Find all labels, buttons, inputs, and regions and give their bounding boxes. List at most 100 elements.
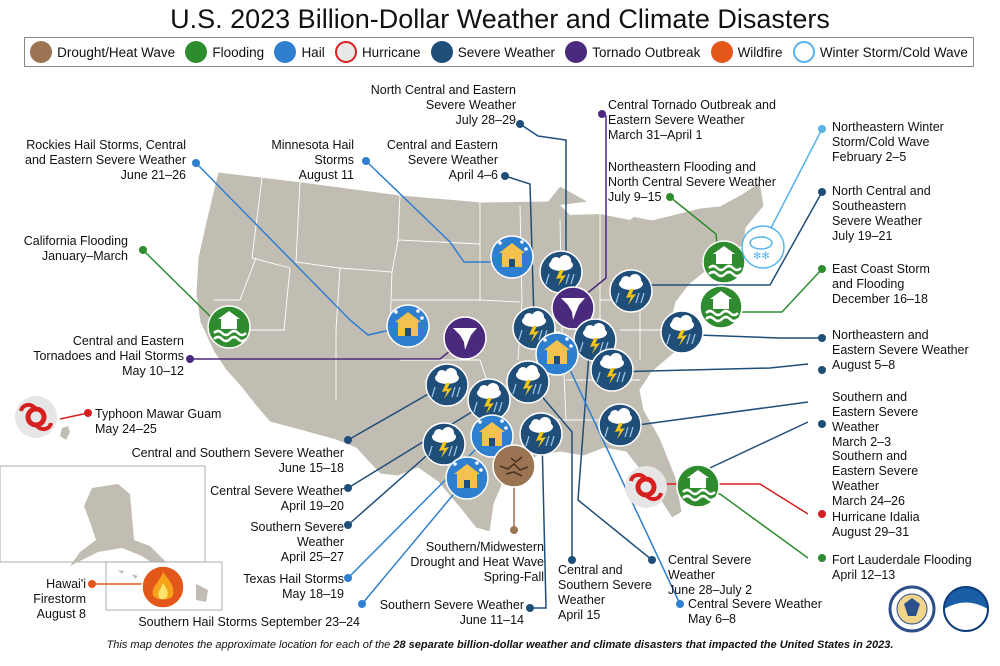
event-label: Central Tornado Outbreak and Eastern Sev…	[608, 98, 788, 143]
event-title: Central Tornado Outbreak and Eastern Sev…	[608, 98, 776, 127]
hail-icon	[386, 304, 430, 348]
severe-weather-icon	[598, 403, 642, 447]
legend-item-flooding: Flooding	[185, 41, 264, 63]
tornado-icon	[565, 41, 588, 63]
legend-item-severe-weather: Severe Weather	[430, 41, 556, 63]
hail-icon	[490, 235, 534, 279]
event-date: August 5–8	[832, 358, 896, 372]
doc-seal-logo	[888, 585, 936, 633]
event-title: Southern Hail Storms	[138, 615, 258, 629]
alaska-shape	[70, 484, 170, 570]
severe-weather-icon	[609, 269, 653, 313]
wildfire-icon	[141, 565, 185, 609]
event-title: Typhoon Mawar Guam	[95, 407, 222, 421]
event-title: Rockies Hail Storms, Central and Eastern…	[25, 138, 186, 167]
legend-label: Wildfire	[737, 44, 783, 60]
footer-note: This map denotes the approximate locatio…	[0, 639, 1000, 651]
event-date: August 29–31	[832, 525, 910, 539]
event-date: June 11–14	[459, 613, 524, 627]
event-label: Texas Hail Storms May 18–19	[230, 572, 344, 602]
hurricane-icon	[334, 41, 357, 63]
event-date: Spring-Fall	[483, 570, 544, 584]
event-date: April 25–27	[280, 550, 344, 564]
event-title: Northeastern Flooding and North Central …	[608, 160, 776, 189]
event-label: California Flooding January–March	[18, 234, 128, 264]
legend-label: Severe Weather	[457, 44, 556, 60]
event-label: East Coast Storm and Flooding December 16…	[832, 262, 942, 307]
event-label: Hawai'i Firestorm August 8	[2, 577, 86, 622]
legend-label: Tornado Outbreak	[592, 44, 701, 60]
event-date: April 19–20	[280, 499, 344, 513]
event-label: Central Severe Weather June 28–July 2	[668, 553, 798, 598]
event-title: Southern Severe Weather	[250, 520, 344, 549]
event-date: March 31–April 1	[608, 128, 703, 142]
legend-item-tornado: Tornado Outbreak	[565, 41, 700, 63]
severe-weather-icon	[425, 363, 469, 407]
event-title: North Central and Southeastern Severe We…	[832, 184, 931, 228]
flooding-icon	[675, 463, 721, 509]
event-title: Central Severe Weather	[688, 597, 822, 611]
event-label: Southern and Eastern Severe Weather March…	[832, 390, 952, 450]
flooding-icon	[701, 239, 747, 285]
event-label: Central and Southern Severe Weather June …	[120, 446, 344, 476]
event-label: Fort Lauderdale Flooding April 12–13	[832, 553, 972, 583]
event-date: July 19–21	[832, 229, 893, 243]
flooding-icon	[206, 304, 252, 350]
event-label: Typhoon Mawar Guam May 24–25	[95, 407, 235, 437]
legend-label: Flooding	[212, 44, 265, 60]
event-title: Northeastern and Eastern Severe Weather	[832, 328, 969, 357]
event-label: Central Severe Weather April 19–20	[200, 484, 344, 514]
event-label: Southern Severe Weather April 25–27	[238, 520, 344, 565]
event-label: Central Severe Weather May 6–8	[688, 597, 838, 627]
drought-icon	[30, 41, 53, 63]
event-date: April 15	[558, 608, 601, 622]
legend-label: Hail	[301, 44, 325, 60]
severe-weather-icon	[590, 348, 634, 392]
winter-storm-icon	[741, 225, 785, 269]
event-label: Central and Eastern Severe Weather April …	[382, 138, 498, 183]
flooding-icon	[185, 41, 208, 63]
event-date: June 15–18	[278, 461, 344, 475]
event-title: Central and Eastern Tornadoes and Hail S…	[33, 334, 184, 363]
event-date: February 2–5	[832, 150, 907, 164]
event-title: Southern Severe Weather	[379, 598, 524, 612]
footer-text: This map denotes the approximate locatio…	[106, 639, 394, 651]
event-title: Southern/Midwestern Drought and Heat Wav…	[410, 540, 544, 569]
event-label: Northeastern Winter Storm/Cold Wave Febru…	[832, 120, 952, 165]
event-label: Northeastern and Eastern Severe Weather A…	[832, 328, 972, 373]
event-title: Hurricane Idalia	[832, 510, 920, 524]
guam-shape	[60, 426, 70, 440]
event-date: March 24–26	[832, 494, 905, 508]
leader-dots	[84, 110, 826, 612]
event-date: March 2–3	[832, 435, 892, 449]
great-lakes	[560, 200, 640, 220]
legend-item-winter-storm: Winter Storm/Cold Wave	[792, 41, 968, 63]
severe-weather-icon	[430, 41, 453, 63]
event-label: North Central and Eastern Severe Weather…	[360, 83, 516, 128]
event-date: August 11	[298, 168, 354, 182]
event-date: May 6–8	[688, 612, 736, 626]
noaa-logo	[943, 586, 989, 632]
legend-item-wildfire: Wildfire	[710, 41, 783, 63]
event-title: Northeastern Winter Storm/Cold Wave	[832, 120, 944, 149]
tornado-icon	[443, 316, 487, 360]
event-title: Southern and Eastern Severe Weather	[832, 449, 919, 493]
event-date: December 16–18	[832, 292, 928, 306]
event-title: Central and Southern Severe Weather	[558, 563, 652, 607]
event-title: California Flooding	[23, 234, 128, 248]
hail-icon	[274, 41, 297, 63]
legend: Drought/Heat Wave Flooding Hail Hurrican…	[24, 37, 974, 67]
event-label: Central and Eastern Tornadoes and Hail S…	[20, 334, 184, 379]
legend-label: Winter Storm/Cold Wave	[819, 44, 968, 60]
event-label: Minnesota Hail Storms August 11	[230, 138, 354, 183]
event-date: August 8	[36, 607, 86, 621]
event-label: Southern Severe Weather June 11–14	[372, 598, 524, 628]
hurricane-icon	[625, 466, 667, 508]
flooding-icon	[698, 284, 744, 330]
legend-item-hurricane: Hurricane	[334, 41, 420, 63]
event-date: June 21–26	[120, 168, 186, 182]
event-date: April 4–6	[448, 168, 498, 182]
event-date: July 28–29	[455, 113, 516, 127]
event-title: Central Severe Weather	[210, 484, 344, 498]
